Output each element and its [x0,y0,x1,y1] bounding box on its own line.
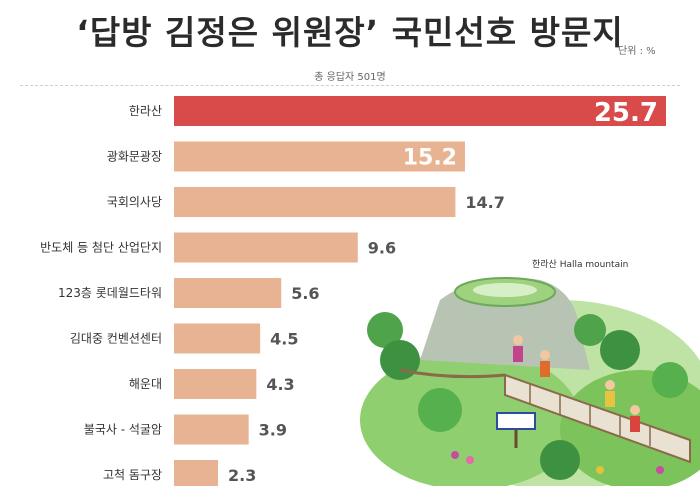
category-label: 고척 돔구장 [103,468,162,482]
value-label: 9.6 [368,239,396,258]
value-label: 14.7 [465,193,504,212]
category-label: 광화문광장 [107,150,162,164]
value-label: 25.7 [594,98,658,128]
value-label: 4.5 [270,330,298,349]
chart-title: ‘답방 김정은 위원장’ 국민선호 방문지 [76,13,624,52]
value-label: 15.2 [403,146,457,171]
illustration-caption: 한라산 Halla mountain [532,260,629,270]
value-label: 5.6 [291,284,319,303]
value-label: 2.3 [228,466,256,485]
category-label: 김대중 컨벤션센터 [70,332,162,346]
unit-label: 단위 : % [618,46,656,57]
bar [174,460,219,486]
divider [20,85,680,86]
bar [174,369,257,399]
bar [174,187,456,217]
category-label: 반도체 등 첨단 산업단지 [40,241,162,255]
bar [174,414,249,445]
category-label: 한라산 [129,104,162,118]
bar [174,232,358,263]
category-label: 불국사 - 석굴암 [84,423,162,437]
bar [174,141,465,172]
value-label: 4.3 [266,375,294,394]
bar [174,323,261,354]
bar [174,278,282,308]
value-label: 3.9 [259,421,287,440]
category-label: 123층 롯데월드타워 [58,286,162,300]
category-label: 해운대 [129,377,162,391]
respondents-note: 총 응답자 501명 [314,72,386,83]
bar [174,96,666,126]
category-label: 국회의사당 [107,195,162,209]
